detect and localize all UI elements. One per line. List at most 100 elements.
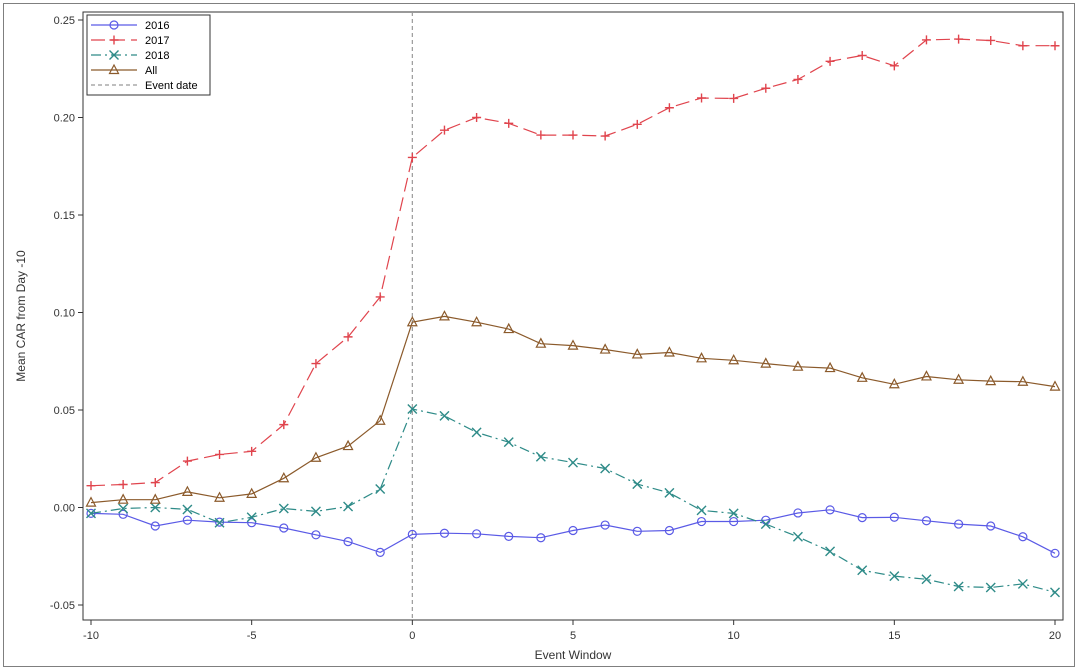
series-2018-point [310,506,321,517]
series-2017-point [793,74,803,84]
series-2018-point [1017,578,1028,589]
series-all-point [406,315,418,327]
series-2016-point [439,528,450,538]
series-2016-point [279,523,289,533]
series-2016-point [504,531,514,541]
series-2016-point [247,518,257,528]
series-2017-point [343,332,353,342]
x-tick-label: -10 [83,630,99,642]
series-2018-point [439,410,450,421]
series-2016-point [632,526,642,536]
series-2017-point [568,130,578,140]
series-2017-point [150,478,160,488]
series-2017-point [472,113,482,122]
series-2017-point [375,292,385,302]
legend-label: 2018 [145,50,169,62]
series-2016-point [150,521,160,531]
series-2016-point [536,533,546,543]
series-2018-point [857,565,868,576]
series-2018-point [792,531,803,542]
series-2018-point [1050,587,1060,598]
series-2016 [86,505,1060,558]
series-2017-point [536,130,546,140]
series-2016-point [343,537,353,547]
series-all-point [888,377,900,389]
series-2017-point [247,446,257,456]
legend-marker [109,35,119,45]
series-2017-point [1050,41,1060,51]
series-2017-point [407,152,417,162]
series-2018-point [696,505,707,516]
series-2017-line [90,38,1055,487]
series-all-point [567,339,579,350]
series-2017-point [889,61,899,71]
series-2018-point [503,437,514,448]
series-2016-point [118,509,128,519]
series-2016-line [90,509,1056,554]
series-2016-point [986,521,996,531]
series-2018-point [664,487,675,498]
series-2016-point [793,508,803,518]
series-2017-point [311,359,321,369]
chart-frame [3,3,1075,667]
series-all-point [856,371,868,382]
series-2018-point [953,581,964,592]
series-2017-point [279,420,289,430]
series-2016-point [953,519,964,529]
x-tick-label: 10 [728,630,740,642]
series-all-point [760,357,772,368]
series-all-point [246,487,258,498]
series-2016-point [664,525,675,536]
x-tick-label: 20 [1049,630,1061,642]
series-2018-point [214,517,225,528]
y-tick-label: 0.15 [54,210,75,222]
series-2018-point [278,503,289,514]
series-all-point [728,353,740,365]
series-2016-point [407,529,417,540]
y-tick-label: 0.05 [54,405,75,417]
series-all-point [535,337,547,348]
y-tick-label: 0.20 [54,113,75,125]
series-2018-point [889,571,900,582]
legend-marker [109,20,119,30]
series-2017-point [697,93,707,103]
y-axis-label: Mean CAR from Day -10 [14,250,28,382]
series-2018-point [118,503,129,514]
series-2016-point [182,515,192,525]
x-axis-label: Event Window [535,648,612,662]
series-all-point [824,361,836,373]
y-tick-label: 0.25 [54,15,75,27]
legend-label: All [145,65,157,77]
x-tick-label: -5 [247,630,257,642]
series-2017-point [954,34,964,44]
series-all-point [953,373,965,384]
series-2017-point [986,35,996,45]
series-all-point [117,493,129,504]
series-all-point [920,370,932,381]
series-all-point [792,360,804,371]
series-2016-point [729,516,739,527]
series-2016-point [857,513,867,523]
series-2017-point [600,131,610,141]
series-2018-point [985,582,996,593]
series-all-point [663,346,675,357]
series-2018-point [568,457,578,468]
series-2017-point [1018,41,1028,51]
series-2018-point [921,574,932,585]
series-all-point [342,439,354,451]
x-tick-label: 15 [888,630,900,642]
series-2017-point [825,56,835,66]
series-2017-point [664,103,674,113]
series-2018-point [375,483,386,494]
legend-label: 2017 [145,35,169,47]
plot-area [82,11,1064,621]
series-2016-point [696,516,707,527]
series-2017-point [439,125,449,135]
series-all-point [1017,375,1029,386]
series-2016-point [600,520,610,530]
series-2018-point [760,519,771,530]
series-2018-point [407,404,418,415]
series-2017-point [857,50,867,60]
series-all-point [631,348,643,359]
series-2016-point [825,505,835,515]
